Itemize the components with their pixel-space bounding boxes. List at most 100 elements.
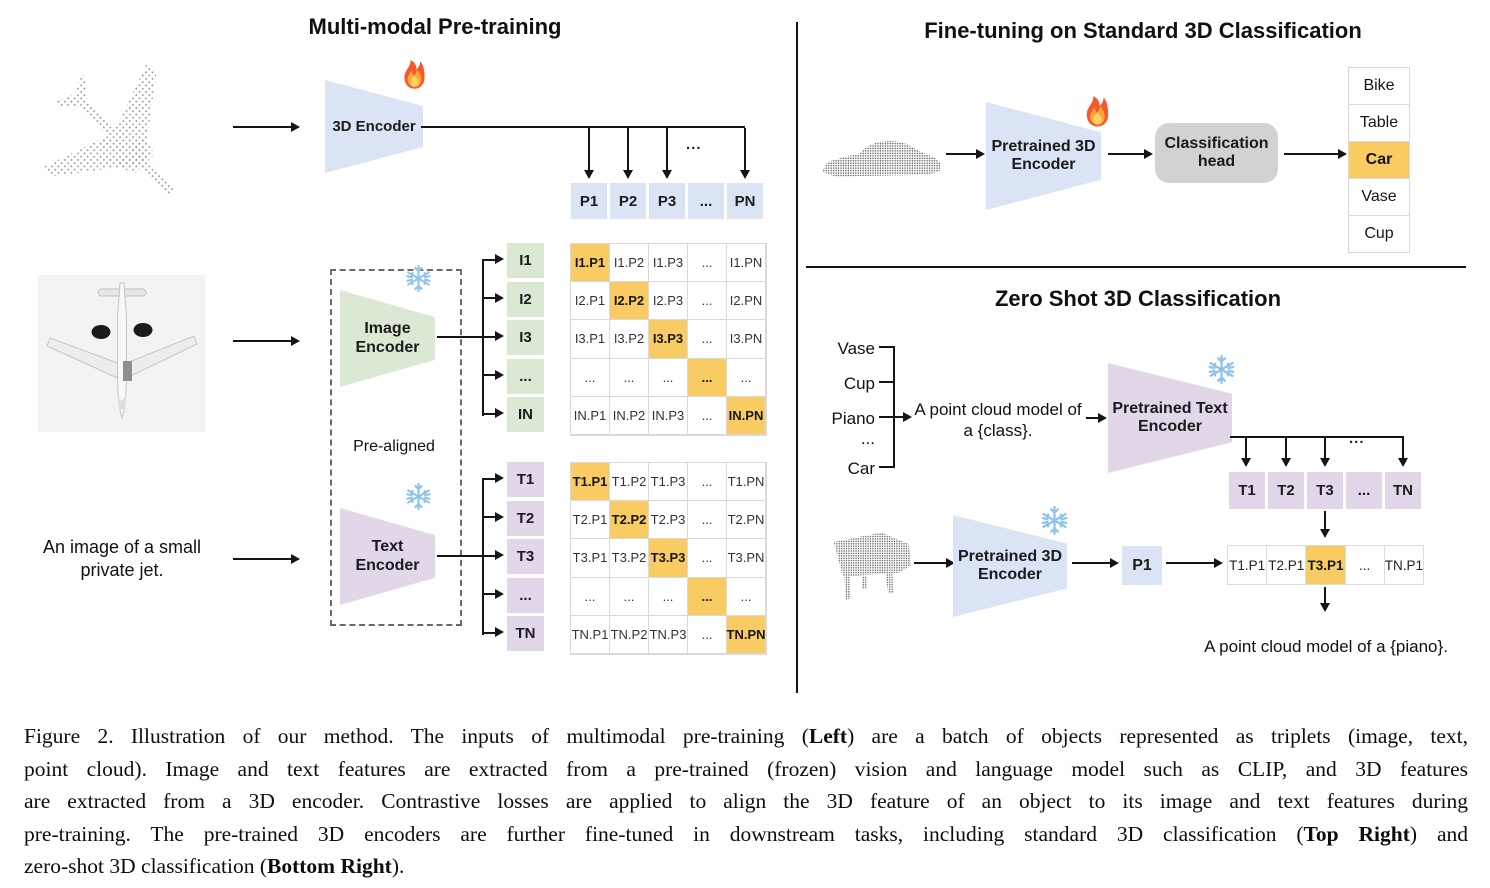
- prompt-template-text: A point cloud model of a {class}.: [914, 400, 1082, 441]
- similarity-cell: T3.P1: [1306, 546, 1346, 584]
- arrow: [1086, 417, 1098, 419]
- arrow: [914, 562, 946, 564]
- arrow: [233, 126, 291, 128]
- arrow: [233, 340, 291, 342]
- snowflake-icon: [1041, 505, 1068, 536]
- matrix-cell: I1.PN: [727, 244, 766, 283]
- arrowhead: [495, 254, 504, 264]
- connector-line: [482, 259, 484, 416]
- prompt-class: Piano: [831, 409, 875, 428]
- vertical-divider: [796, 22, 798, 693]
- matrix-cell: ...: [610, 358, 649, 397]
- class-list-item: Vase: [1349, 179, 1409, 216]
- arrowhead: [291, 553, 300, 564]
- caption-line: point cloud). Image and text features ar…: [24, 756, 1468, 781]
- text-input-caption: An image of a small private jet.: [42, 537, 202, 580]
- similarity-cell: T2.P1: [1267, 546, 1307, 584]
- snowflake-icon: [1208, 354, 1235, 385]
- matrix-cell: ...: [688, 358, 727, 397]
- snowflake-icon: [406, 264, 431, 293]
- matrix-cell: ...: [688, 615, 727, 654]
- arrowhead: [661, 170, 672, 179]
- connector-line: [588, 128, 590, 170]
- ellipsis: ...: [860, 429, 875, 448]
- matrix-cell: ...: [571, 358, 610, 397]
- arrow: [1072, 562, 1110, 564]
- arrowhead: [495, 408, 504, 418]
- caption-line: Figure 2. Illustration of our method. Th…: [24, 724, 1468, 748]
- text-feature-cell: T1: [1229, 472, 1265, 509]
- matrix-cell: TN.P1: [571, 615, 610, 654]
- similarity-cell: T1.P1: [1228, 546, 1268, 584]
- horizontal-divider: [806, 266, 1466, 268]
- matrix-cell: IN.PN: [727, 396, 766, 435]
- text-feature-cell: T1: [507, 462, 544, 497]
- pre-aligned-box: [330, 269, 462, 626]
- text-feature-cell: ...: [507, 577, 544, 613]
- matrix-cell: TN.P2: [610, 615, 649, 654]
- arrowhead: [495, 627, 504, 637]
- matrix-cell: T1.P2: [610, 463, 649, 502]
- classification-head-block: Classification head: [1155, 123, 1278, 183]
- image-feature-cell: I2: [507, 281, 544, 317]
- arrow: [1284, 153, 1338, 155]
- matrix-cell: ...: [688, 396, 727, 435]
- arrow: [1166, 562, 1214, 564]
- connector-line: [893, 346, 895, 468]
- arrowhead: [1098, 412, 1107, 423]
- arrowhead: [495, 588, 504, 599]
- arrowhead: [946, 557, 955, 568]
- similarity-cell: ...: [1346, 546, 1385, 584]
- caption-line: are extracted from a 3D encoder. Contras…: [24, 789, 1468, 813]
- text-encoder-label: Text Encoder: [355, 538, 420, 574]
- connector-line: [627, 128, 629, 170]
- connector-line: [482, 477, 495, 480]
- matrix-cell: ...: [688, 463, 727, 502]
- matrix-cell: TN.PN: [727, 615, 766, 654]
- p-feature-cell: ...: [688, 183, 724, 219]
- class-list-item: Cup: [1364, 225, 1394, 242]
- connector-line: [482, 412, 495, 415]
- matrix-cell: ...: [727, 577, 766, 616]
- airplane-photo-drawing: [46, 282, 198, 420]
- pretrained-3d-encoder-label: Pretrained 3D Encoder: [957, 547, 1063, 583]
- connector-line: [482, 516, 495, 518]
- prompt-class: Cup: [843, 374, 875, 393]
- matrix-cell: ...: [649, 358, 688, 397]
- matrix-cell: T1.P3: [649, 463, 688, 502]
- arrowhead: [739, 170, 750, 179]
- matrix-cell: T2.P3: [649, 501, 688, 540]
- arrowhead: [1240, 458, 1251, 467]
- matrix-cell: I2.P1: [571, 282, 610, 321]
- matrix-cell: IN.P3: [649, 396, 688, 435]
- text-feature-cell: T2: [507, 500, 544, 536]
- classification-head-label: Classification head: [1164, 134, 1269, 170]
- connector-line: [879, 346, 895, 348]
- image-feature-cell: ...: [507, 358, 544, 394]
- pretrained-text-encoder-label: Pretrained Text Encoder: [1112, 399, 1228, 435]
- matrix-cell: ...: [688, 244, 727, 283]
- arrowhead: [1338, 148, 1347, 159]
- matrix-cell: ...: [649, 577, 688, 616]
- zeroshot-similarity-row: T1.P1 T2.P1 T3.P1... TN.P1: [1227, 545, 1424, 585]
- matrix-cell: T3.P2: [610, 539, 649, 578]
- airplane-point-cloud: [42, 62, 175, 195]
- arrowhead: [495, 369, 504, 380]
- text-feature-cell: T2: [1268, 472, 1304, 509]
- connector-line: [1230, 436, 1404, 438]
- arrowhead: [495, 473, 504, 483]
- arrowhead: [291, 121, 300, 132]
- connector-line: [666, 128, 668, 170]
- matrix-cell: T3.PN: [727, 539, 766, 578]
- arrowhead: [291, 335, 300, 346]
- arrowhead: [583, 170, 594, 179]
- matrix-cell: IN.P2: [610, 396, 649, 435]
- arrowhead: [495, 331, 504, 341]
- similarity-cell: TN.P1: [1384, 557, 1423, 573]
- text-feature-cell: ...: [1346, 472, 1382, 509]
- piano-point-cloud: [833, 532, 912, 600]
- matrix-cell: I1.P3: [649, 244, 688, 283]
- connector-line: [1402, 438, 1404, 460]
- matrix-cell: I1.P1: [571, 244, 610, 283]
